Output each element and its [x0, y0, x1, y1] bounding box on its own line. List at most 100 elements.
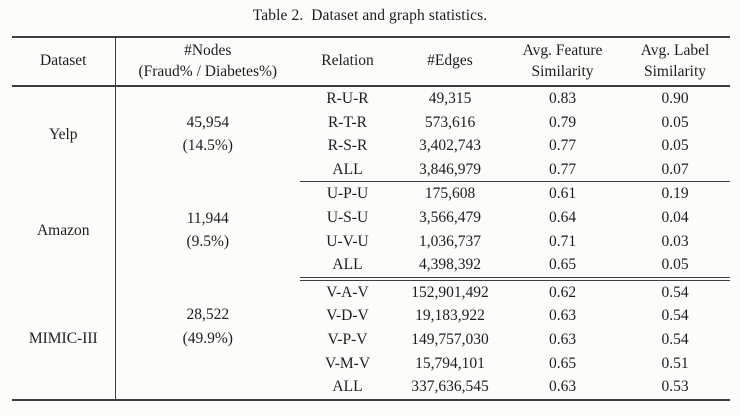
table-row: V-P-V 149,757,030 0.63 0.54	[12, 328, 730, 352]
relation-cell: V-M-V	[324, 354, 371, 372]
edges-cell: 3,402,743	[419, 137, 481, 155]
section-mimic-iii: MIMIC-III 28,522 (49.9%) V-A-V 152,901,492 0.…	[12, 278, 730, 400]
relation-cell: V-D-V	[326, 307, 369, 325]
edges-cell: 15,794,101	[415, 354, 485, 372]
nodes-percent: (14.5%)	[182, 137, 233, 155]
nodes-count: 28,522	[186, 306, 230, 324]
avg-label-cell: 0.54	[661, 307, 689, 325]
col-header-avg-feature-similarity: Avg. Feature Similarity	[505, 37, 620, 87]
edges-cell: 573,616	[424, 113, 476, 131]
avg-label-cell: 0.05	[661, 137, 689, 155]
dataset-statistics-table: Dataset #Nodes (Fraud% / Diabetes%) Rela…	[12, 36, 730, 401]
col-header-relation: Relation	[300, 37, 395, 87]
col-header-label-line2: Similarity	[644, 62, 706, 80]
table-header: Dataset #Nodes (Fraud% / Diabetes%) Rela…	[12, 37, 730, 87]
relation-cell: ALL	[300, 157, 395, 183]
relation-cell: R-U-R	[326, 90, 369, 107]
table-row: V-M-V 15,794,101 0.65 0.51	[12, 352, 730, 376]
avg-feature-cell: 0.63	[548, 307, 577, 325]
table-caption: Table 2. Dataset and graph statistics.	[252, 7, 488, 24]
nodes-count: 45,954	[186, 113, 230, 131]
avg-label-cell: 0.51	[661, 354, 689, 372]
table-row: R-S-R 3,402,743 0.77 0.05	[12, 134, 730, 158]
edges-cell: 175,608	[424, 185, 476, 203]
relation-cell: V-A-V	[326, 283, 369, 301]
avg-feature-cell: 0.83	[548, 90, 577, 107]
col-header-dataset-label: Dataset	[40, 52, 87, 70]
relation-cell: R-S-R	[327, 137, 368, 155]
table-row: U-S-U 3,566,479 0.64 0.04	[12, 206, 730, 230]
avg-label-cell: 0.54	[661, 330, 689, 348]
avg-label-cell: 0.04	[661, 208, 689, 226]
table-row: V-D-V 19,183,922 0.63 0.54	[12, 304, 730, 328]
edges-cell: 3,566,479	[419, 208, 481, 226]
col-header-feature-line1: Avg. Feature	[522, 42, 603, 60]
edges-cell: 337,636,545	[411, 378, 489, 396]
dataset-cell: MIMIC-III	[28, 329, 98, 347]
avg-feature-cell: 0.77	[505, 157, 620, 183]
avg-feature-cell: 0.64	[548, 208, 577, 226]
dataset-cell: Amazon	[36, 221, 90, 239]
relation-cell: U-P-U	[326, 185, 369, 203]
edges-cell: 4,398,392	[395, 253, 505, 281]
dataset-cell: Yelp	[48, 125, 78, 143]
nodes-percent: (49.9%)	[182, 329, 233, 347]
table-row: ALL 4,398,392 0.65 0.05	[12, 253, 730, 281]
col-header-relation-label: Relation	[321, 52, 374, 70]
edges-cell: 152,901,492	[411, 283, 489, 301]
avg-label-cell: 0.54	[661, 283, 689, 301]
avg-feature-cell: 0.62	[548, 283, 577, 301]
avg-label-cell: 0.90	[661, 90, 689, 107]
avg-label-cell: 0.53	[661, 378, 689, 396]
avg-feature-cell: 0.77	[548, 137, 577, 155]
nodes-count: 11,944	[186, 209, 229, 227]
nodes-cell: 28,522 (49.9%)	[114, 278, 300, 400]
relation-cell: U-V-U	[326, 232, 369, 250]
table-row: Yelp 45,954 (14.5%) R-U-R 49,315 0.83 0.90	[12, 86, 730, 182]
avg-feature-cell: 0.61	[548, 185, 577, 203]
edges-cell: 19,183,922	[415, 307, 485, 325]
avg-label-cell: 0.05	[620, 253, 730, 281]
avg-feature-cell: 0.65	[548, 354, 577, 372]
table-row: U-V-U 1,036,737 0.71 0.03	[12, 230, 730, 254]
header-row: Dataset #Nodes (Fraud% / Diabetes%) Rela…	[12, 37, 730, 87]
col-header-avg-label-similarity: Avg. Label Similarity	[620, 37, 730, 87]
section-yelp: Yelp 45,954 (14.5%) R-U-R 49,315 0.83 0.90 R-T-…	[12, 86, 730, 183]
relation-cell: U-S-U	[326, 208, 369, 226]
edges-cell: 149,757,030	[411, 330, 489, 348]
table-row: Amazon 11,944 (9.5%) U-P-U 175,608 0.61 0.19	[12, 181, 730, 279]
col-header-feature-line2: Similarity	[531, 62, 594, 80]
table-row: MIMIC-III 28,522 (49.9%) V-A-V 152,901,492 0.…	[12, 278, 730, 400]
avg-feature-cell: 0.65	[505, 253, 620, 281]
avg-label-cell: 0.07	[620, 157, 730, 183]
relation-cell: ALL	[332, 378, 363, 396]
avg-label-cell: 0.05	[661, 113, 689, 131]
avg-feature-cell: 0.63	[548, 330, 577, 348]
col-header-nodes-line1: #Nodes	[184, 42, 232, 60]
col-header-nodes: #Nodes (Fraud% / Diabetes%)	[114, 37, 300, 87]
col-header-edges-label: #Edges	[427, 52, 473, 70]
nodes-percent: (9.5%)	[186, 233, 230, 251]
edges-cell: 3,846,979	[395, 157, 505, 183]
col-header-label-line1: Avg. Label	[640, 42, 710, 60]
table-row: ALL 337,636,545 0.63 0.53	[12, 375, 730, 400]
edges-cell: 1,036,737	[419, 232, 481, 250]
edges-cell: 49,315	[428, 90, 472, 107]
avg-feature-cell: 0.71	[548, 232, 577, 250]
table-row: ALL 3,846,979 0.77 0.07	[12, 157, 730, 183]
col-header-dataset: Dataset	[12, 37, 115, 87]
relation-cell: ALL	[300, 253, 395, 281]
avg-feature-cell: 0.63	[548, 378, 577, 396]
avg-label-cell: 0.03	[661, 232, 689, 250]
col-header-edges: #Edges	[395, 37, 505, 87]
col-header-nodes-line2: (Fraud% / Diabetes%)	[138, 62, 278, 80]
avg-feature-cell: 0.79	[548, 113, 577, 131]
nodes-cell: 11,944 (9.5%)	[114, 181, 300, 279]
avg-label-cell: 0.19	[661, 185, 689, 203]
nodes-cell: 45,954 (14.5%)	[114, 86, 300, 182]
relation-cell: V-P-V	[327, 330, 368, 348]
table-row: R-T-R 573,616 0.79 0.05	[12, 111, 730, 135]
relation-cell: R-T-R	[327, 113, 368, 131]
section-amazon: Amazon 11,944 (9.5%) U-P-U 175,608 0.61 0.19 U-…	[12, 181, 730, 281]
